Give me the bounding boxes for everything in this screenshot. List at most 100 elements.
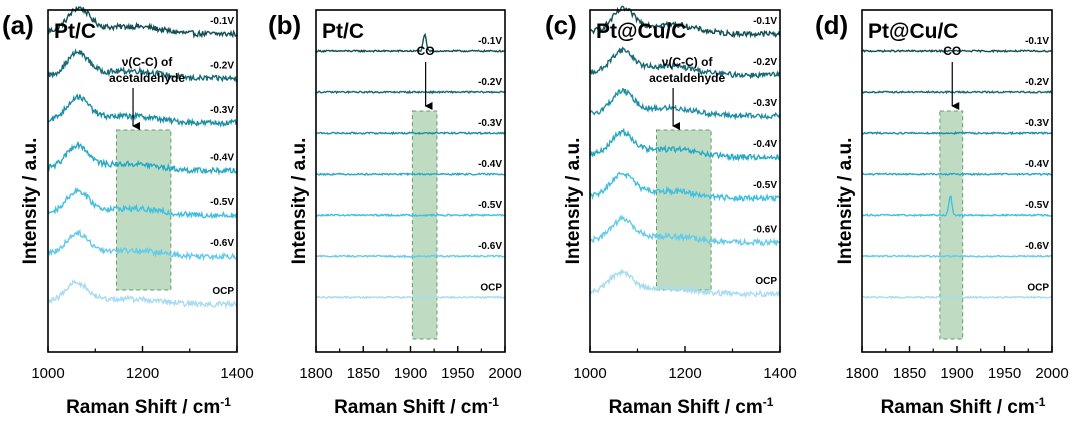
trace-label: -0.2V <box>478 77 502 88</box>
highlight-band <box>939 110 964 340</box>
trace-04V <box>315 172 506 177</box>
x-tick-label: 1000 <box>31 365 64 382</box>
trace-02V <box>589 46 781 80</box>
trace-01V <box>861 49 1053 54</box>
trace-OCP <box>589 268 781 299</box>
trace-06V <box>589 214 781 247</box>
x-tick-label: 1000 <box>573 365 606 382</box>
panel-title: Pt@Cu/C <box>596 20 686 43</box>
trace-label: -0.6V <box>478 241 502 252</box>
trace-03V <box>589 87 781 121</box>
panel-title: Pt/C <box>322 20 364 43</box>
trace-03V <box>861 131 1053 136</box>
trace-label: OCP <box>480 282 502 293</box>
trace-label: OCP <box>212 286 234 297</box>
trace-label: -0.6V <box>1025 241 1049 252</box>
annotation-text: acetaldehyde <box>109 71 185 85</box>
panel-a: -0.1V -0.2V -0.3V -0.4V -0.5V -0.6V OCP 1000 120… <box>2 5 254 418</box>
x-tick-label: 1950 <box>441 365 474 382</box>
trace-label: -0.2V <box>210 60 234 71</box>
x-tick-label: 1400 <box>763 365 796 382</box>
annotation-text: ν(C-C) of <box>122 55 174 69</box>
trace-05V <box>589 172 781 203</box>
panel-title: Pt/C <box>54 20 96 43</box>
trace-label: -0.5V <box>210 197 234 208</box>
trace-label: -0.3V <box>210 105 234 116</box>
trace-02V <box>47 48 238 83</box>
trace-label: -0.4V <box>210 153 234 164</box>
trace-04V <box>589 127 781 162</box>
panel-b: -0.1V -0.2V -0.3V -0.4V -0.5V -0.6V OCP 1800 185… <box>268 9 522 418</box>
trace-label: -0.3V <box>478 118 502 129</box>
trace-label: -0.4V <box>478 159 502 170</box>
annotation-text: CO <box>943 44 961 58</box>
trace-label: -0.3V <box>1025 118 1049 129</box>
trace-label: OCP <box>755 276 777 287</box>
y-axis-label: Intensity / a.u. <box>289 138 310 265</box>
annotation-text: ν(C-C) of <box>662 55 714 69</box>
trace-label: -0.1V <box>1025 36 1049 47</box>
trace-OCP <box>861 295 1053 300</box>
x-tick-label: 1400 <box>220 365 253 382</box>
panel-letter: (d) <box>815 10 848 40</box>
x-tick-label: 2000 <box>1035 365 1068 382</box>
trace-label: -0.4V <box>1025 159 1049 170</box>
trace-label: -0.5V <box>478 200 502 211</box>
trace-OCP <box>315 295 506 300</box>
trace-label: -0.1V <box>478 36 502 47</box>
trace-label: -0.6V <box>753 225 777 236</box>
plot-frame <box>315 9 506 353</box>
trace-06V <box>861 254 1053 259</box>
y-axis-label: Intensity / a.u. <box>835 138 856 265</box>
panel-title: Pt@Cu/C <box>868 20 958 43</box>
trace-label: -0.3V <box>753 98 777 109</box>
x-tick-label: 1900 <box>394 365 427 382</box>
x-tick-label: 1900 <box>940 365 973 382</box>
trace-03V <box>315 131 506 136</box>
trace-label: -0.5V <box>1025 200 1049 211</box>
annotation-text: CO <box>417 44 435 58</box>
x-axis-label: Raman Shift / cm-1 <box>881 395 1046 418</box>
x-tick-label: 1850 <box>893 365 926 382</box>
trace-06V <box>47 229 238 262</box>
trace-04V <box>861 172 1053 177</box>
trace-label: -0.1V <box>753 16 777 27</box>
highlight-band <box>656 129 712 291</box>
trace-label: -0.2V <box>753 57 777 68</box>
y-axis-label: Intensity / a.u. <box>563 138 584 265</box>
trace-label: -0.2V <box>1025 77 1049 88</box>
trace-label: -0.4V <box>753 139 777 150</box>
annotation-text: acetaldehyde <box>649 71 725 85</box>
x-tick-label: 1200 <box>126 365 159 382</box>
panel-letter: (a) <box>2 10 34 40</box>
panel-d: -0.1V -0.2V -0.3V -0.4V -0.5V -0.6V OCP 1800 185… <box>815 9 1069 418</box>
trace-06V <box>315 254 506 259</box>
trace-05V <box>315 213 505 218</box>
x-tick-label: 1800 <box>299 365 332 382</box>
trace-04V <box>47 141 238 176</box>
trace-05V <box>47 186 238 220</box>
trace-label: -0.6V <box>210 238 234 249</box>
panel-c: -0.1V -0.2V -0.3V -0.4V -0.5V -0.6V OCP 1000 120… <box>545 5 797 418</box>
trace-02V <box>861 90 1053 95</box>
trace-label: -0.1V <box>210 16 234 27</box>
x-axis-label: Raman Shift / cm-1 <box>334 395 499 418</box>
highlight-band <box>411 110 438 340</box>
trace-01V <box>315 32 505 53</box>
trace-05V <box>861 195 1053 218</box>
trace-02V <box>315 89 506 95</box>
x-tick-label: 1800 <box>845 365 878 382</box>
x-tick-label: 1850 <box>347 365 380 382</box>
y-axis-label: Intensity / a.u. <box>20 138 41 265</box>
trace-OCP <box>47 279 238 310</box>
trace-01V <box>589 5 781 39</box>
x-axis-label: Raman Shift / cm-1 <box>66 395 231 418</box>
panel-letter: (b) <box>268 10 301 40</box>
trace-03V <box>47 93 238 128</box>
x-tick-label: 1950 <box>988 365 1021 382</box>
trace-label: -0.5V <box>753 180 777 191</box>
x-axis-label: Raman Shift / cm-1 <box>609 395 774 418</box>
panel-letter: (c) <box>545 10 577 40</box>
trace-label: OCP <box>1027 282 1049 293</box>
